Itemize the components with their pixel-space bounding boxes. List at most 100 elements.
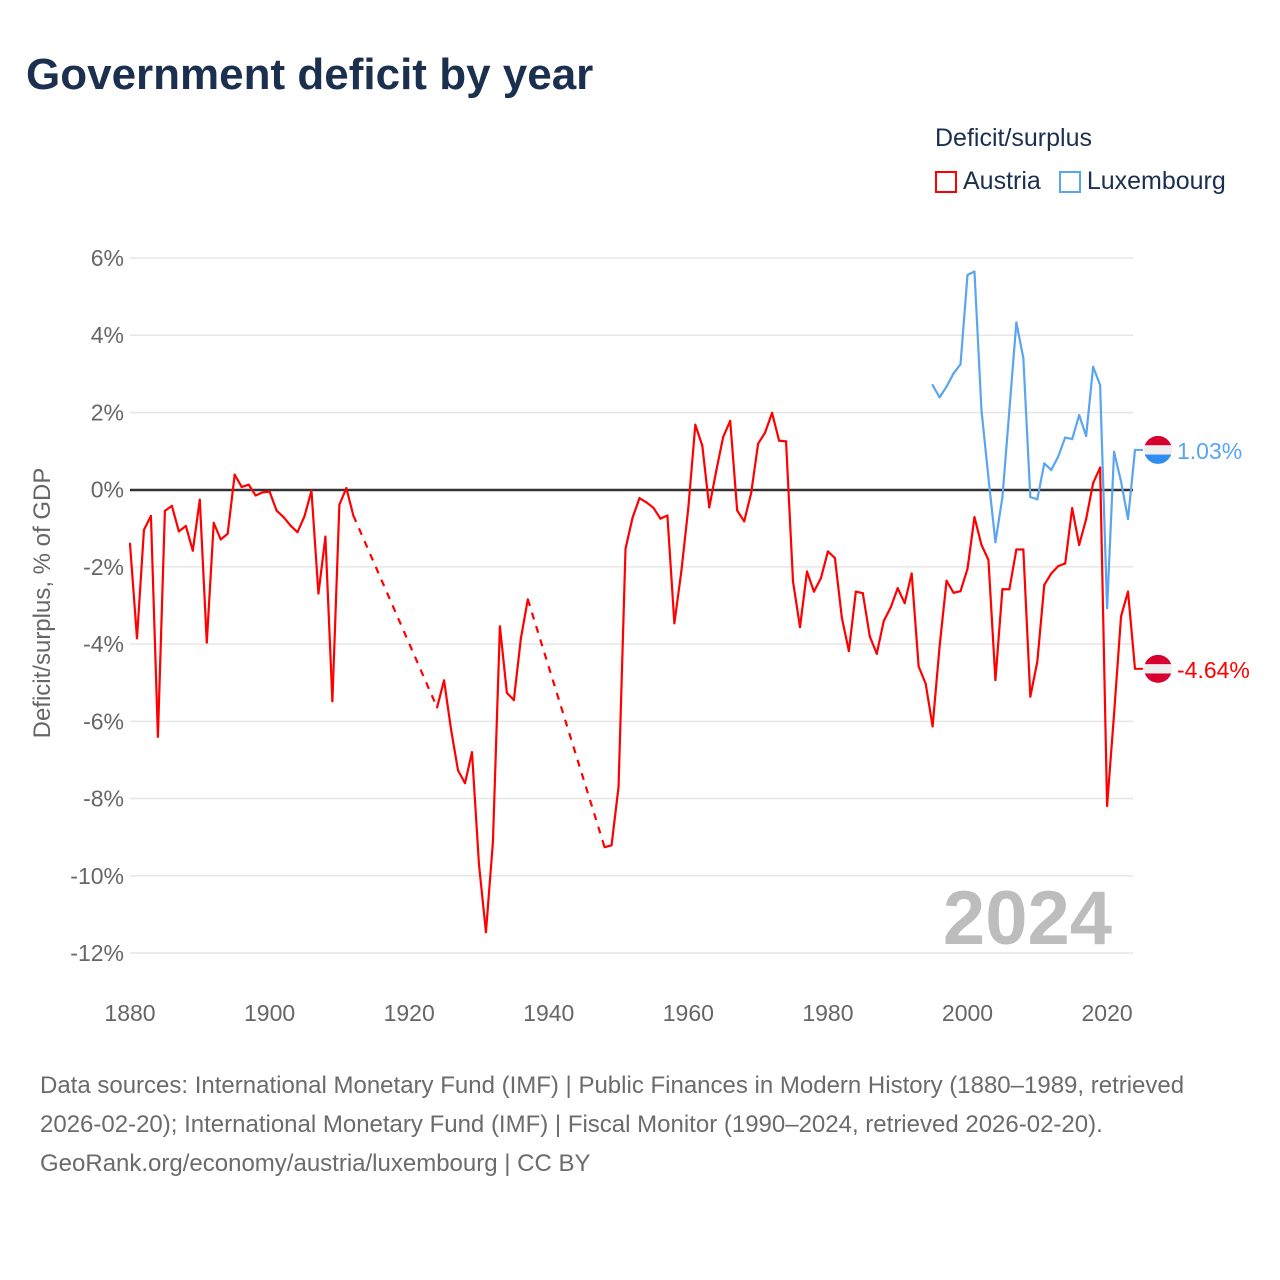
line-segment	[1119, 480, 1130, 521]
line-segment	[212, 521, 222, 541]
line-segment	[875, 619, 885, 655]
line-segment	[156, 509, 166, 738]
line-segment	[1119, 590, 1130, 618]
line-segment-gap	[352, 515, 439, 708]
line-segment	[254, 491, 264, 497]
line-segment	[1064, 507, 1074, 565]
line-segment	[631, 497, 641, 519]
end-value-label: -4.64%	[1177, 657, 1250, 683]
line-segment	[296, 515, 306, 534]
line-segment	[1071, 507, 1081, 546]
flag-austria-icon	[1144, 654, 1172, 683]
line-segment	[1085, 482, 1095, 521]
line-segment	[1085, 365, 1095, 438]
line-segment	[442, 679, 453, 731]
line-segment	[470, 751, 481, 866]
flag-luxembourg-icon	[1144, 435, 1172, 464]
line-segment	[219, 532, 229, 541]
footer: Data sources: International Monetary Fun…	[40, 1066, 1240, 1183]
legend-item-austria[interactable]: Austria	[935, 167, 1041, 196]
y-tick-label: -8%	[83, 786, 124, 812]
line-segment	[861, 592, 871, 638]
line-segment	[1092, 365, 1102, 387]
line-segment	[645, 501, 655, 509]
line-segment	[736, 509, 746, 523]
line-segment	[994, 496, 1004, 544]
line-segment	[966, 515, 976, 570]
line-segment	[505, 691, 515, 702]
line-segment	[966, 270, 976, 277]
line-segment	[1099, 466, 1109, 807]
line-segment	[729, 419, 739, 512]
line-segment	[798, 570, 809, 629]
line-segment	[924, 682, 934, 728]
line-segment	[694, 423, 704, 447]
line-segment	[491, 625, 501, 844]
line-segment	[610, 785, 620, 847]
line-segment	[484, 841, 495, 934]
line-segment	[1050, 455, 1060, 472]
legend: Deficit/surplus Austria Luxembourg	[935, 124, 1226, 196]
line-segment	[847, 590, 857, 653]
line-segment	[1099, 383, 1109, 610]
line-segment	[840, 616, 850, 653]
line-segment	[184, 524, 194, 552]
credit-link[interactable]: GeoRank.org/economy/austria/luxembourg |…	[40, 1150, 591, 1177]
series-austria	[128, 411, 1137, 934]
line-segment	[833, 556, 843, 619]
line-segment	[1022, 548, 1032, 698]
line-segment	[603, 844, 613, 849]
line-segment	[889, 587, 899, 609]
line-segment	[498, 625, 508, 694]
line-segment	[987, 558, 997, 682]
line-segment	[1015, 321, 1025, 360]
line-segment	[980, 543, 990, 562]
line-segment	[282, 515, 292, 527]
end-value-label: 1.03%	[1177, 438, 1242, 464]
line-segment	[1057, 436, 1067, 458]
line-segment	[1043, 572, 1053, 587]
line-segment	[435, 679, 446, 709]
line-segment	[1036, 462, 1046, 501]
legend-label-austria: Austria	[963, 167, 1041, 195]
line-segment	[722, 419, 732, 438]
line-segment	[1105, 450, 1116, 610]
line-segment	[757, 431, 767, 445]
legend-label-luxembourg: Luxembourg	[1086, 167, 1226, 195]
line-segment	[1043, 462, 1053, 472]
line-segment	[959, 567, 969, 593]
line-segment	[512, 637, 522, 702]
line-segment	[708, 469, 718, 509]
line-segment	[275, 509, 285, 519]
line-segment	[624, 516, 634, 550]
line-segment	[135, 528, 146, 640]
line-segment	[980, 409, 990, 479]
line-segment	[233, 473, 243, 489]
line-segment	[868, 635, 878, 655]
line-segment	[764, 411, 774, 434]
line-segment	[142, 514, 153, 531]
chart-title: Government deficit by year	[26, 50, 594, 99]
line-segment	[987, 476, 997, 544]
line-segment	[456, 769, 467, 785]
line-segment	[477, 863, 488, 934]
legend-item-luxembourg[interactable]: Luxembourg	[1058, 167, 1226, 196]
y-tick-label: -6%	[83, 708, 124, 734]
x-tick-label: 2000	[942, 1000, 993, 1026]
line-segment	[743, 492, 753, 523]
line-segment	[1008, 548, 1018, 591]
line-segment	[666, 514, 676, 625]
line-segment	[226, 473, 236, 535]
line-segment	[938, 385, 948, 399]
line-segment	[1078, 414, 1088, 438]
series-luxembourg	[931, 270, 1137, 610]
line-segment	[177, 524, 187, 533]
line-segment	[638, 497, 648, 504]
y-tick-label: -4%	[83, 631, 124, 657]
line-segment	[687, 423, 697, 509]
line-segment	[149, 514, 160, 738]
line-segment	[1126, 590, 1137, 670]
line-segment	[519, 598, 529, 640]
line-segment	[331, 503, 341, 703]
